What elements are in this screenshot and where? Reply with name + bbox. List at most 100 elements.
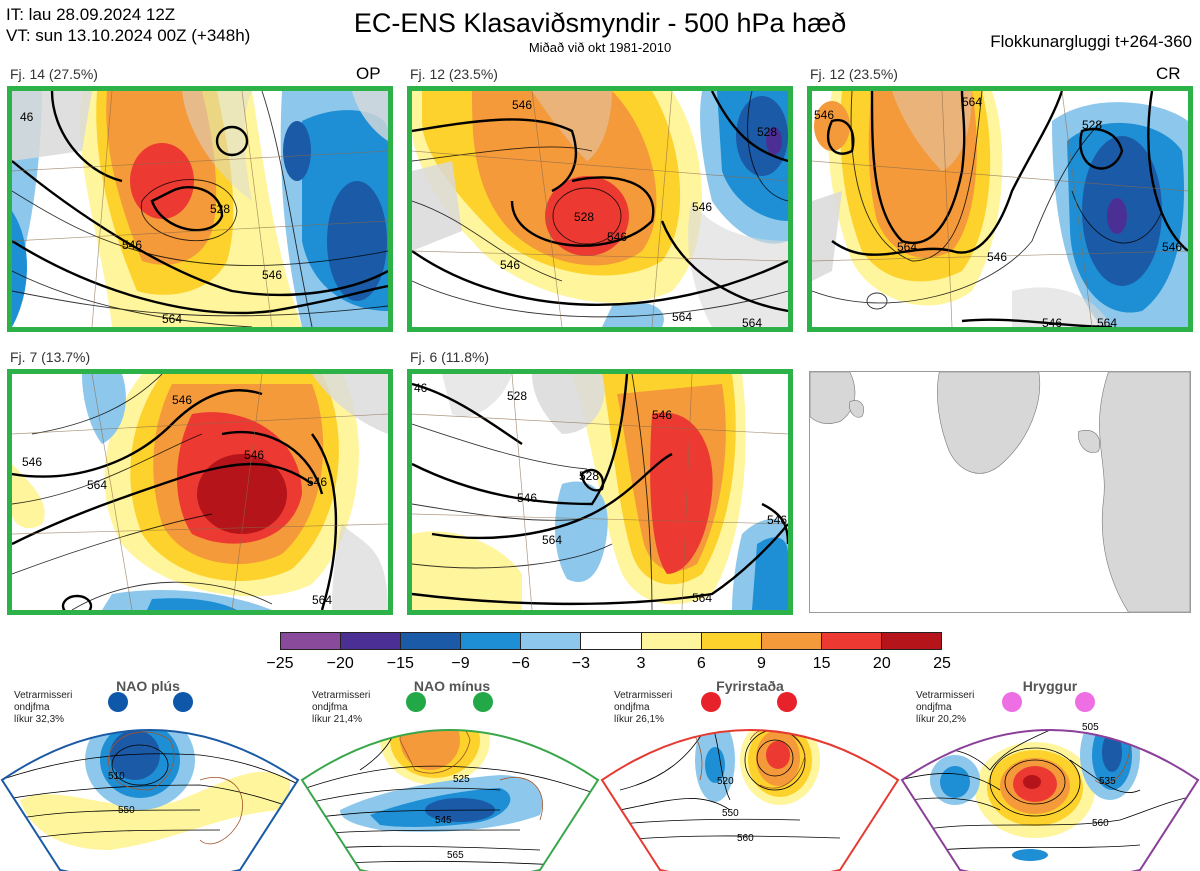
colorbar-tick-label: 25 bbox=[933, 655, 951, 672]
cluster-3-label: Fj. 12 (23.5%) bbox=[810, 66, 898, 82]
colorbar-tick-label: −3 bbox=[571, 655, 591, 672]
regime-2-name: NAO mínus bbox=[413, 678, 491, 694]
contour-label: 560 bbox=[1092, 818, 1109, 829]
contour-label: 564 bbox=[162, 312, 182, 326]
contour-label: 550 bbox=[722, 808, 739, 819]
contour-label: 510 bbox=[108, 771, 125, 782]
contour-label: 46 bbox=[20, 110, 34, 124]
regime-1-info: Vetrarmisseri ondjfma líkur 32,3% bbox=[14, 690, 73, 725]
regime-1-dot-right bbox=[173, 692, 193, 712]
contour-label: 528 bbox=[1082, 118, 1102, 132]
colorbar-tick-label: 6 bbox=[696, 655, 706, 672]
contour-label: 546 bbox=[172, 393, 192, 407]
regime-2-info: Vetrarmisseri ondjfma líkur 21,4% bbox=[312, 690, 371, 725]
contour-label: 546 bbox=[307, 475, 327, 489]
cluster-5-label: Fj. 6 (11.8%) bbox=[410, 349, 490, 365]
contour-label: 546 bbox=[1042, 316, 1062, 327]
contour-label: 564 bbox=[542, 533, 562, 547]
contour-label: 546 bbox=[517, 491, 537, 505]
colorbar-tick-label: −6 bbox=[511, 655, 530, 672]
contour-label: 564 bbox=[742, 316, 762, 327]
contour-label: 550 bbox=[118, 805, 135, 816]
cluster-4-label: Fj. 7 (13.7%) bbox=[10, 349, 91, 365]
regime-3-dot-left bbox=[701, 692, 721, 712]
colorbar-swatch bbox=[761, 633, 822, 649]
contour-label: 546 bbox=[262, 268, 282, 282]
contour-label: 528 bbox=[757, 125, 777, 139]
contour-label: 564 bbox=[692, 591, 712, 605]
regime-1-name: NAO plús bbox=[116, 678, 180, 694]
colorbar-tick-label: −15 bbox=[386, 655, 414, 672]
anomaly-colorbar bbox=[280, 632, 942, 650]
contour-label: 546 bbox=[122, 238, 142, 252]
contour-label: 546 bbox=[500, 258, 520, 272]
contour-label: 546 bbox=[607, 230, 627, 244]
colorbar-swatch bbox=[461, 633, 522, 649]
contour-label: 528 bbox=[579, 469, 599, 483]
page-title: EC-ENS Klasaviðsmyndir - 500 hPa hæð bbox=[353, 8, 847, 38]
colorbar-swatch bbox=[641, 633, 702, 649]
cluster-2-label: Fj. 12 (23.5%) bbox=[410, 66, 498, 82]
cluster-4-map: 546 546 564 546 546 564 bbox=[7, 369, 393, 615]
regime-1-dot-left bbox=[108, 692, 128, 712]
contour-label: 546 bbox=[22, 455, 42, 469]
cluster-1-label: Fj. 14 (27.5%) bbox=[10, 66, 98, 82]
classification-window: Flokkunargluggi t+264-360 bbox=[990, 32, 1192, 51]
contour-label: 546 bbox=[652, 408, 672, 422]
colorbar-tick-label: 3 bbox=[636, 655, 646, 672]
contour-label: 546 bbox=[692, 200, 712, 214]
contour-label: 525 bbox=[453, 774, 470, 785]
colorbar-swatch bbox=[341, 633, 402, 649]
regime-4-map: 505 535 560 bbox=[900, 700, 1200, 871]
cluster-3-map: 546 564 528 546 546 564 546 564 bbox=[807, 86, 1193, 332]
init-time: IT: lau 28.09.2024 12Z bbox=[6, 5, 176, 24]
cluster-2-map: 546 528 546 546 564 546 528 564 bbox=[407, 86, 793, 332]
regime-1-map: 510 550 bbox=[0, 700, 300, 871]
contour-label: 564 bbox=[87, 478, 107, 492]
regime-2-dot-right bbox=[473, 692, 493, 712]
contour-label: 564 bbox=[312, 593, 332, 607]
colorbar-tick-label: 15 bbox=[812, 655, 831, 672]
colorbar-swatch bbox=[521, 633, 582, 649]
contour-label: 528 bbox=[210, 202, 230, 216]
contour-label: 564 bbox=[962, 95, 982, 109]
cluster-1-map: 46 528 546 546 564 bbox=[7, 86, 393, 332]
contour-label: 546 bbox=[1162, 240, 1182, 254]
valid-time: VT: sun 13.10.2024 00Z (+348h) bbox=[6, 26, 251, 45]
colorbar-swatch bbox=[881, 633, 942, 649]
colorbar-tick-label: 20 bbox=[872, 655, 891, 672]
contour-label: 564 bbox=[897, 240, 917, 254]
colorbar-tick-label: 9 bbox=[757, 655, 766, 672]
page-subtitle: Miðað við okt 1981-2010 bbox=[528, 40, 672, 55]
regime-3-dot-right bbox=[777, 692, 797, 712]
contour-label: 46 bbox=[414, 381, 428, 395]
contour-label: 505 bbox=[1082, 722, 1099, 733]
empty-basemap bbox=[809, 371, 1191, 613]
colorbar-swatch bbox=[281, 633, 342, 649]
contour-label: 535 bbox=[1099, 776, 1116, 787]
regime-3-name: Fyrirstaða bbox=[716, 678, 784, 694]
cluster-5-map: 46 528 546 546 564 528 564 546 bbox=[407, 369, 793, 615]
colorbar-tick-label: −25 bbox=[266, 655, 294, 672]
regime-4-info: Vetrarmisseri ondjfma líkur 20,2% bbox=[916, 690, 975, 725]
header-run-info: IT: lau 28.09.2024 12Z VT: sun 13.10.202… bbox=[6, 4, 250, 46]
colorbar-swatch bbox=[401, 633, 462, 649]
contour-label: 564 bbox=[1097, 316, 1117, 327]
contour-label: 546 bbox=[814, 108, 834, 122]
contour-label: 546 bbox=[244, 448, 264, 462]
cluster-1-tag: OP bbox=[356, 64, 381, 83]
contour-label: 564 bbox=[672, 310, 692, 324]
regime-2-map: 525 545 565 bbox=[300, 700, 600, 871]
contour-label: 520 bbox=[717, 776, 734, 787]
colorbar-tick-label: −20 bbox=[326, 655, 354, 672]
colorbar-swatch bbox=[821, 633, 882, 649]
contour-label: 560 bbox=[737, 833, 754, 844]
regime-3-map: 520 550 560 bbox=[600, 700, 900, 871]
contour-label: 546 bbox=[987, 250, 1007, 264]
colorbar-tick-label: −9 bbox=[451, 655, 470, 672]
regime-4-dot-right bbox=[1075, 692, 1095, 712]
contour-label: 546 bbox=[767, 513, 787, 527]
colorbar-swatch bbox=[581, 633, 642, 649]
contour-label: 545 bbox=[435, 815, 452, 826]
contour-label: 565 bbox=[447, 850, 464, 861]
